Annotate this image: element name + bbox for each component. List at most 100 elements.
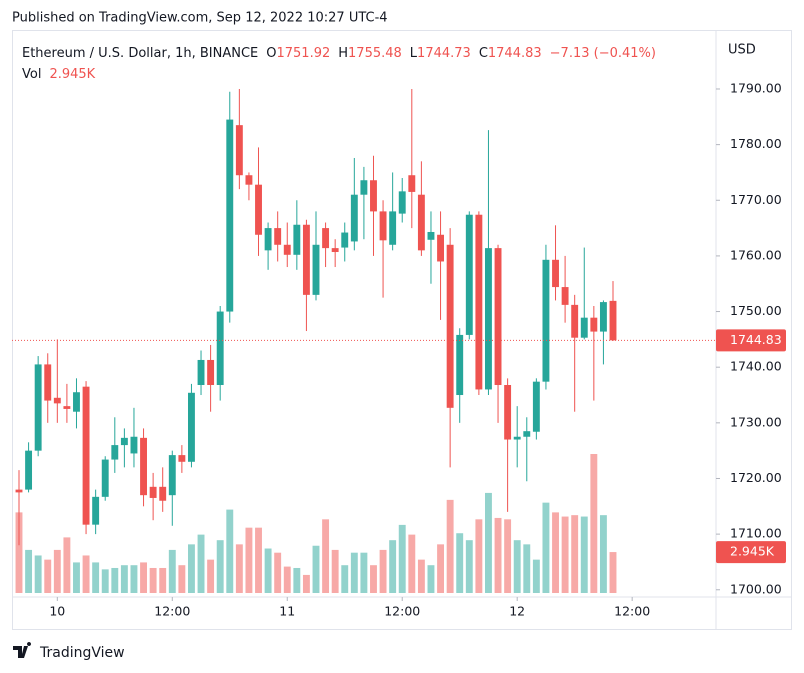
candle-body [475,214,483,390]
volume-bar [293,567,301,593]
currency-label: USD [728,43,756,58]
volume-bar [542,502,550,593]
candle-body [245,175,253,185]
volume-bar [331,549,339,593]
published-header: Published on TradingView.com, Sep 12, 20… [12,11,388,26]
volume-bar [561,516,569,593]
x-tick-label: 12:00 [614,604,650,619]
volume-bar [34,555,42,593]
candle-body [255,184,262,235]
candle-body [34,364,42,451]
open-value: 1751.92 [276,46,330,61]
tradingview-logo: TradingView [13,642,125,661]
candle-body [178,455,186,462]
volume-bar [264,548,272,593]
volume-bar [370,565,377,593]
candle-body [92,496,100,525]
x-tick-label: 10 [49,604,65,619]
volume-tag-label: 2.945K [730,544,775,559]
ohlc-label: H [338,46,348,61]
volume-bar [523,544,531,593]
candle-body [149,486,157,498]
volume-bar [188,544,195,593]
volume-bar [53,549,61,593]
volume-bar [446,499,454,593]
candle-body [532,381,540,432]
volume-bar [73,562,80,593]
candle-body [25,450,33,490]
volume-bar [226,509,234,593]
candle-body [599,302,607,332]
y-tick-label: 1790.00 [730,80,782,95]
volume-bar [360,552,368,593]
volume-bar [465,540,473,593]
volume-name: Vol [22,67,41,82]
volume-legend: Vol 2.945K [22,67,96,82]
x-tick-label: 12 [509,604,525,619]
volume-bar [494,517,502,593]
candle-body [456,334,464,396]
candle-body [504,385,512,440]
y-tick-label: 1760.00 [730,247,782,262]
volume-bar [111,567,119,593]
candle-body [398,191,406,214]
volume-bar [207,559,215,593]
volume-bar [504,519,512,593]
candle-body [370,180,377,212]
last-price-tag [716,329,786,352]
close-value: 1744.83 [488,46,542,61]
candle-body [188,392,195,462]
volume-bar [120,565,128,593]
volume-bar [417,559,425,593]
volume-bar [168,549,176,593]
candle-body [417,194,425,251]
volume-bar [532,559,540,593]
candle-body [302,224,310,295]
volume-bar [15,512,23,593]
volume-bar [513,540,521,593]
volume-bar [609,552,617,593]
candle-body [513,436,521,440]
candle-body [379,211,387,241]
candle-body [590,317,598,332]
candle-body [350,194,358,242]
volume-bar [255,527,262,593]
volume-bar [379,549,387,593]
volume-bar [159,567,167,593]
candle-body [523,431,531,437]
volume-bar [44,559,52,593]
volume-bar [408,534,416,593]
candle-body [264,228,272,251]
candle-body [140,437,147,496]
last-price-label: 1744.83 [730,332,782,347]
volume-bars [15,454,617,593]
candle-body [609,300,617,341]
ohlc-label: C [479,46,488,61]
x-tick-label: 11 [279,604,295,619]
volume-bar [140,562,147,593]
candle-body [226,119,234,312]
volume-bar [92,562,100,593]
y-tick-label: 1770.00 [730,192,782,207]
volume-bar [235,544,243,593]
y-tick-label: 1710.00 [730,526,782,541]
volume-tag [716,541,786,564]
ohlc-label: O [266,46,276,61]
candle-body [15,489,23,493]
candle-body [53,397,61,404]
volume-bar [245,527,253,593]
candle-body [235,125,243,176]
volume-bar [590,454,598,593]
chart-frame [12,30,792,630]
candle-body [561,287,569,305]
candle-body [437,234,444,262]
chart-title: Ethereum / U.S. Dollar, 1h, BINANCE [22,46,258,61]
candle-body [485,248,492,390]
candle-body [322,228,330,249]
volume-bar [475,519,483,593]
volume-bar [178,565,186,593]
volume-bar [580,516,588,593]
candle-body [389,211,397,245]
candle-body [44,364,52,401]
